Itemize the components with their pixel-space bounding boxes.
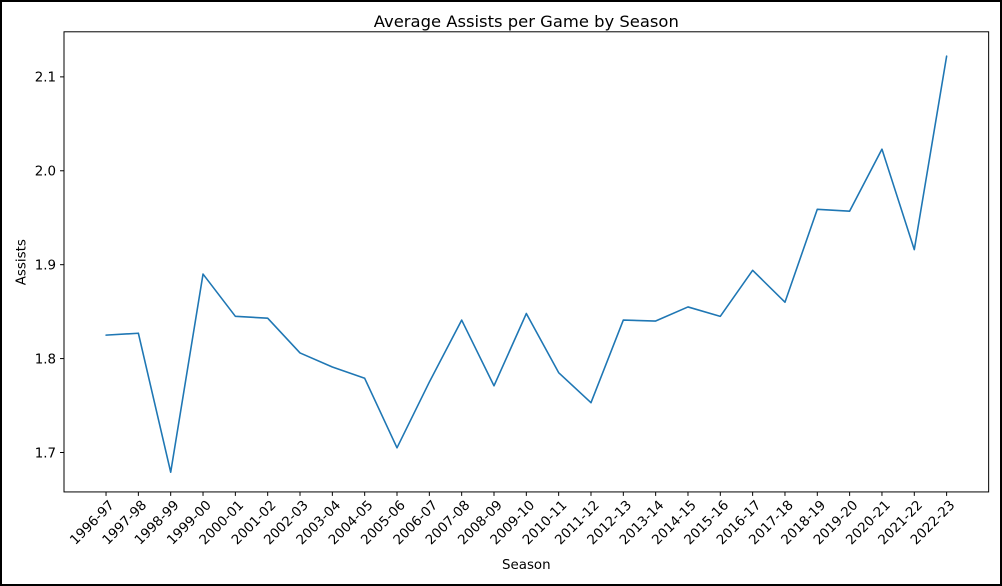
- assists-line-series: [105, 55, 948, 474]
- y-tick-label: 2.1: [35, 71, 56, 86]
- chart-title: Average Assists per Game by Season: [374, 12, 679, 31]
- y-tick-label: 1.9: [35, 258, 56, 273]
- y-tick-label: 2.0: [35, 165, 56, 180]
- plot-border: [63, 31, 990, 493]
- y-tick-label: 1.7: [35, 446, 56, 461]
- x-axis-label: Season: [502, 558, 551, 573]
- y-tick-label: 1.8: [35, 352, 56, 367]
- y-axis-label: Assists: [14, 239, 29, 285]
